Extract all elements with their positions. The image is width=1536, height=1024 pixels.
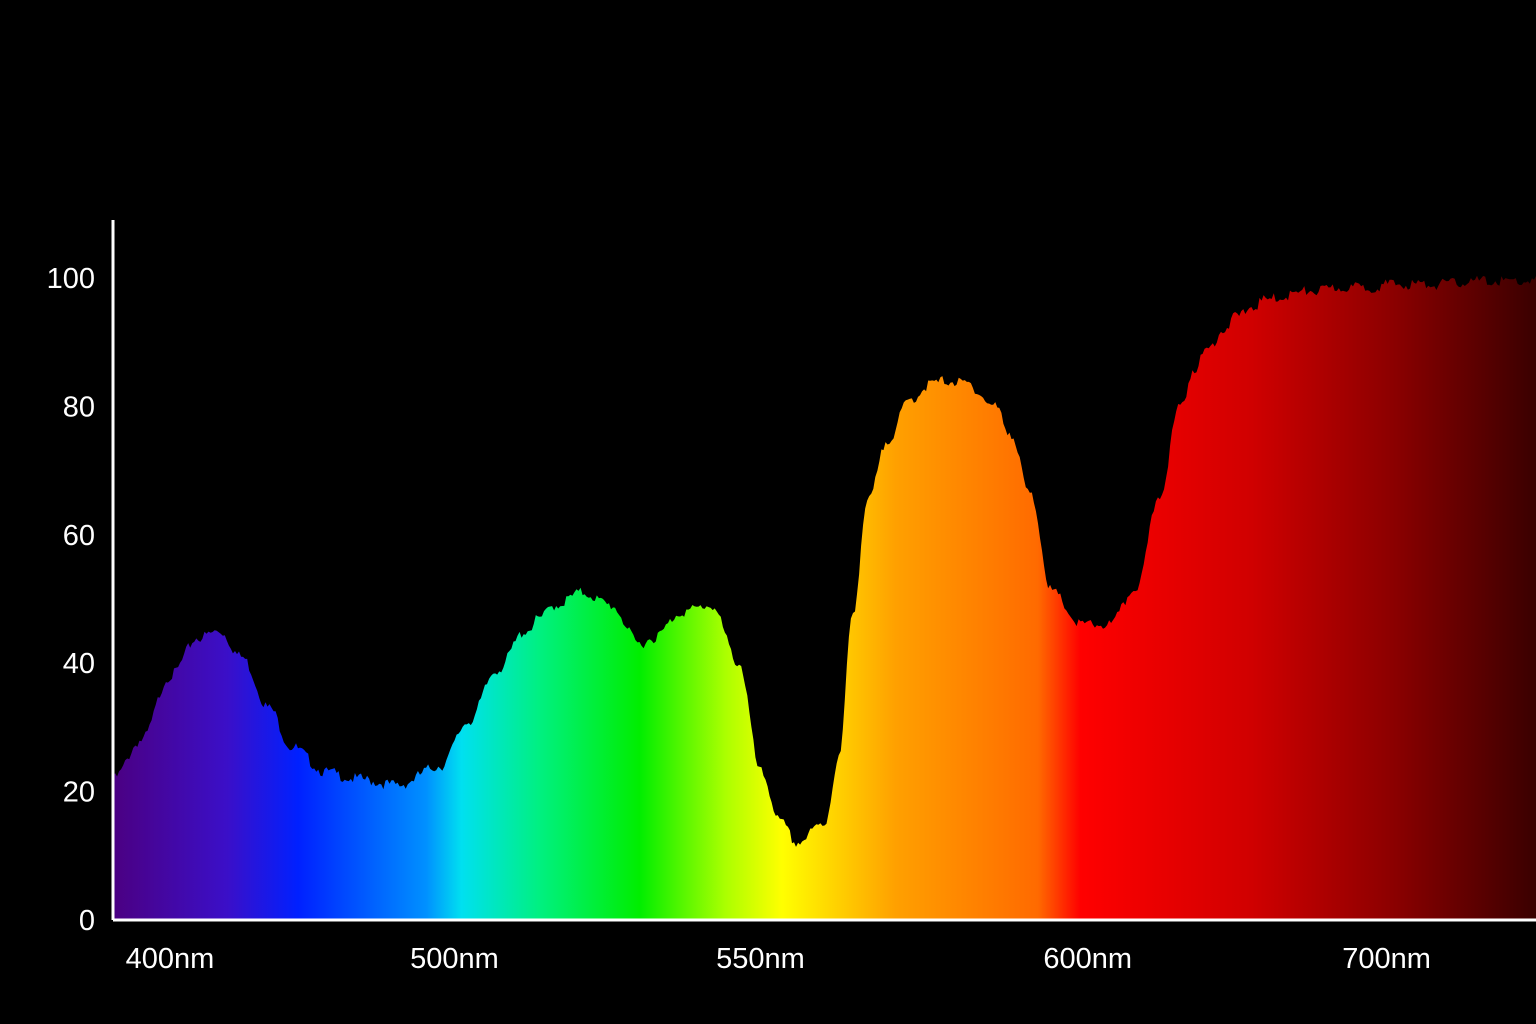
y-tick-label: 0 bbox=[79, 905, 95, 937]
y-tick-label: 20 bbox=[63, 777, 95, 809]
x-tick-label: 550nm bbox=[716, 943, 805, 975]
x-tick-label: 600nm bbox=[1043, 943, 1132, 975]
y-tick-label: 100 bbox=[47, 263, 95, 295]
x-tick-label: 500nm bbox=[410, 943, 499, 975]
x-tick-label: 700nm bbox=[1342, 943, 1431, 975]
spectrum-area bbox=[113, 275, 1536, 920]
x-tick-label: 400nm bbox=[126, 943, 215, 975]
y-tick-label: 80 bbox=[63, 391, 95, 423]
x-tick-labels: 400nm 500nm 550nm 600nm 700nm bbox=[126, 943, 1431, 975]
y-tick-label: 60 bbox=[63, 520, 95, 552]
y-tick-label: 40 bbox=[63, 648, 95, 680]
y-tick-labels: 0 20 40 60 80 100 bbox=[47, 263, 95, 937]
